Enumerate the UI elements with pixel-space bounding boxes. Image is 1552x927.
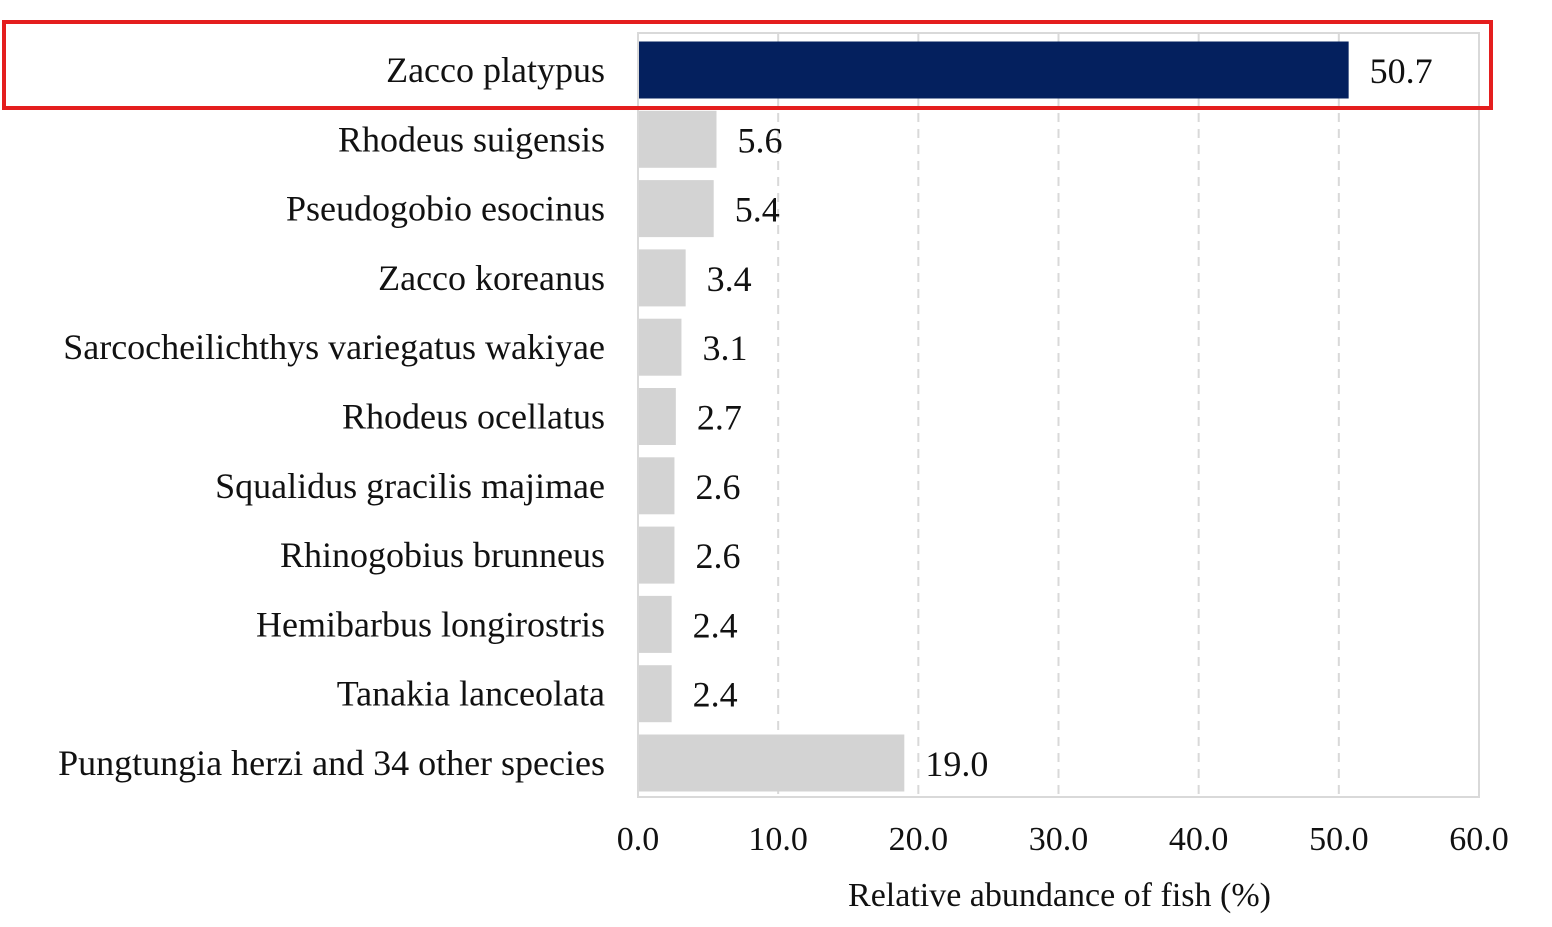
- category-label-1: Rhodeus suigensis: [338, 119, 605, 159]
- x-tick-label-5: 50.0: [1309, 821, 1369, 858]
- data-label-1: 5.6: [737, 120, 782, 160]
- category-labels: Zacco platypus Rhodeus suigensis Pseudogob…: [58, 50, 605, 783]
- x-tick-label-2: 20.0: [889, 821, 949, 858]
- data-label-10: 19.0: [925, 744, 988, 784]
- data-labels: 50.7 5.6 5.4 3.4 3.1 2.7 2.6 2.6 2.4 2.4 19.0: [693, 51, 1433, 784]
- x-tick-label-4: 40.0: [1169, 821, 1229, 858]
- bars: [639, 41, 1349, 792]
- data-label-2: 5.4: [735, 190, 780, 230]
- x-axis-title: Relative abundance of fish (%): [848, 877, 1271, 914]
- data-label-5: 2.7: [697, 398, 742, 438]
- highlight-box: [2, 20, 1493, 110]
- plot-area-border: [637, 32, 1480, 798]
- category-label-7: Rhinogobius brunneus: [280, 535, 605, 575]
- bar-1: [639, 110, 717, 168]
- bar-10: [639, 734, 905, 792]
- category-label-9: Tanakia lanceolata: [337, 674, 605, 714]
- bar-6: [639, 457, 675, 515]
- category-label-3: Zacco koreanus: [378, 258, 605, 298]
- x-tick-label-3: 30.0: [1029, 821, 1089, 858]
- bar-7: [639, 526, 675, 584]
- category-label-2: Pseudogobio esocinus: [286, 189, 605, 229]
- bar-4: [639, 318, 682, 376]
- data-label-3: 3.4: [707, 259, 752, 299]
- grid-lines: [777, 33, 1340, 797]
- x-tick-label-0: 0.0: [617, 821, 660, 858]
- category-label-8: Hemibarbus longirostris: [256, 604, 605, 644]
- x-axis-ticks: 0.0 10.0 20.0 30.0 40.0 50.0 60.0: [617, 821, 1509, 858]
- bar-0: [639, 41, 1349, 99]
- category-label-10: Pungtungia herzi and 34 other species: [58, 743, 605, 783]
- data-label-6: 2.6: [695, 467, 740, 507]
- data-label-0: 50.7: [1370, 51, 1433, 91]
- x-tick-label-6: 60.0: [1449, 821, 1509, 858]
- category-label-4: Sarcocheilichthys variegatus wakiyae: [63, 327, 605, 367]
- bar-2: [639, 180, 714, 238]
- data-label-9: 2.4: [693, 675, 738, 715]
- data-label-4: 3.1: [702, 328, 747, 368]
- data-label-8: 2.4: [693, 605, 738, 645]
- bar-3: [639, 249, 686, 307]
- bar-8: [639, 595, 672, 653]
- bar-5: [639, 388, 676, 445]
- category-label-6: Squalidus gracilis majimae: [215, 466, 605, 506]
- category-label-5: Rhodeus ocellatus: [342, 397, 605, 437]
- bar-9: [639, 665, 672, 723]
- category-label-0: Zacco platypus: [386, 50, 605, 90]
- x-tick-label-1: 10.0: [748, 821, 808, 858]
- data-label-7: 2.6: [695, 536, 740, 576]
